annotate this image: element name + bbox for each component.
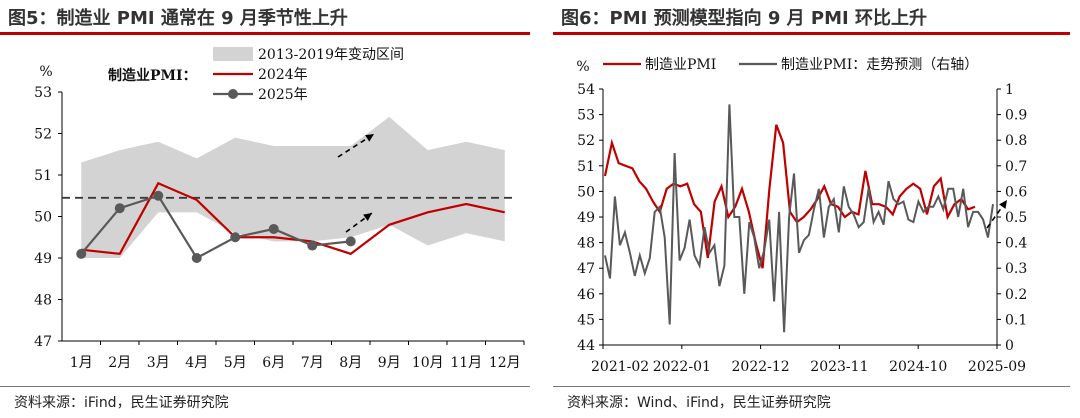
- y-tick-label-right: 0.6: [1005, 184, 1027, 200]
- y-unit-label: %: [39, 64, 52, 80]
- data-point-2025: [153, 190, 164, 201]
- x-tick-label: 3月: [147, 355, 170, 371]
- legend-label-2024: 2024年: [258, 67, 308, 83]
- y-tick-label: 51: [34, 168, 52, 184]
- series-line-pmi: [603, 124, 976, 269]
- x-tick-label: 12月: [489, 355, 521, 371]
- y-tick-label: 50: [34, 210, 52, 226]
- y-tick-label-left: 52: [577, 133, 595, 149]
- y-tick-label: 53: [34, 85, 52, 101]
- series-line-2024: [81, 181, 505, 256]
- title-rule: [0, 32, 530, 35]
- y-tick-label-left: 45: [577, 312, 595, 328]
- y-tick-label-left: 44: [577, 338, 595, 354]
- data-point-2025: [76, 248, 87, 259]
- y-tick-label-right: 1: [1005, 82, 1014, 98]
- y-tick-label: 47: [34, 334, 52, 350]
- y-tick-label-left: 46: [577, 287, 595, 303]
- x-tick-label: 1月: [70, 355, 93, 371]
- chart-left: 47 48 49 50 51 52 53% 1月 2月 3月 4月 5月 6月 7月 8月 9月 10月 11月 1…: [34, 47, 525, 371]
- legend-label-2025: 2025年: [258, 87, 308, 103]
- figure-6-source: 资料来源：Wind、iFind，民生证券研究院: [567, 395, 831, 411]
- trend-arrow-head: [365, 134, 374, 142]
- figure-5-title: 图5：制造业 PMI 通常在 9 月季节性上升: [8, 8, 348, 29]
- x-tick-label: 6月: [262, 355, 285, 371]
- title-rule: [553, 32, 1070, 35]
- legend-label-pmi: 制造业PMI: [645, 57, 716, 73]
- y-tick-label-right: 0.9: [1005, 108, 1027, 124]
- trend-arrow-head: [999, 200, 1007, 209]
- x-tick-label: 2024-10: [889, 359, 947, 375]
- y-tick-label-right: 0.1: [1005, 312, 1027, 328]
- x-tick-label: 2022-12: [732, 359, 790, 375]
- data-point-2025: [345, 236, 356, 247]
- x-tick-label: 10月: [412, 355, 444, 371]
- data-point-2025: [191, 253, 202, 263]
- x-tick-label: 4月: [185, 355, 208, 371]
- x-tick-label: 8月: [339, 355, 362, 371]
- source-rule: [0, 386, 530, 387]
- legend-prefix: 制造业PMI：: [108, 67, 197, 84]
- figure-6-panel: 图6：PMI 预测模型指向 9 月 PMI 环比上升 44 45 46 47 48 49 5…: [553, 0, 1080, 418]
- series-line-2025: [80, 194, 351, 260]
- x-tick-label: 2022-01: [653, 359, 711, 375]
- x-tick-label: 5月: [224, 355, 247, 371]
- y-tick-label-right: 0.2: [1005, 287, 1027, 303]
- legend-label-band: 2013-2019年变动区间: [258, 47, 404, 63]
- x-tick-label: 9月: [378, 355, 401, 371]
- y-tick-label-left: 47: [577, 261, 595, 277]
- trend-arrow-head: [363, 213, 372, 221]
- y-tick-label-left: 53: [577, 108, 595, 124]
- y-tick-label-right: 0.5: [1005, 210, 1027, 226]
- data-point-2025: [114, 203, 125, 214]
- y-tick-label-left: 54: [577, 82, 595, 98]
- x-tick-label: 2025-09: [968, 359, 1026, 375]
- data-point-2025: [230, 232, 241, 243]
- y-tick-label: 52: [34, 127, 52, 143]
- chart-right: 44 45 46 47 48 49 50 51 52 53 54 0 0.1 0.2 0.3 0.4 0.5 0.…: [576, 57, 1027, 375]
- figure-6-title: 图6：PMI 预测模型指向 9 月 PMI 环比上升: [561, 8, 927, 29]
- series-line-forecast: [604, 104, 994, 333]
- y-tick-label-right: 0.8: [1005, 133, 1027, 149]
- x-tick-label: 11月: [450, 355, 482, 371]
- y-tick-label-right: 0.3: [1005, 261, 1027, 277]
- y-tick-label-right: 0.4: [1005, 236, 1027, 252]
- y-tick-label: 48: [34, 293, 52, 309]
- trend-arrow: [337, 133, 375, 158]
- y-tick-label-left: 50: [577, 184, 595, 200]
- x-tick-label: 7月: [301, 355, 324, 371]
- figure-5-source: 资料来源：iFind，民生证券研究院: [14, 395, 229, 411]
- figure-5-panel: 图5：制造业 PMI 通常在 9 月季节性上升 47 48 49 50 51 52 53% 1…: [0, 8, 530, 411]
- legend-marker-2025: [228, 89, 238, 99]
- y-tick-label: 49: [34, 251, 52, 267]
- data-point-2025: [268, 223, 279, 234]
- data-point-2025: [307, 240, 318, 251]
- y-tick-label-left: 49: [577, 210, 595, 226]
- y-tick-label-left: 48: [577, 236, 595, 252]
- legend-swatch-band: [213, 47, 253, 61]
- y-unit-label: %: [576, 59, 589, 75]
- legend-label-forecast: 制造业PMI：走势预测（右轴）: [781, 57, 978, 73]
- x-tick-label: 2021-02: [591, 359, 649, 375]
- y-tick-label-left: 51: [577, 159, 595, 175]
- y-tick-label-right: 0: [1005, 338, 1014, 354]
- y-tick-label-right: 0.7: [1005, 159, 1027, 175]
- source-rule: [553, 386, 1070, 387]
- x-tick-label: 2023-11: [810, 359, 868, 375]
- x-tick-label: 2月: [108, 355, 131, 371]
